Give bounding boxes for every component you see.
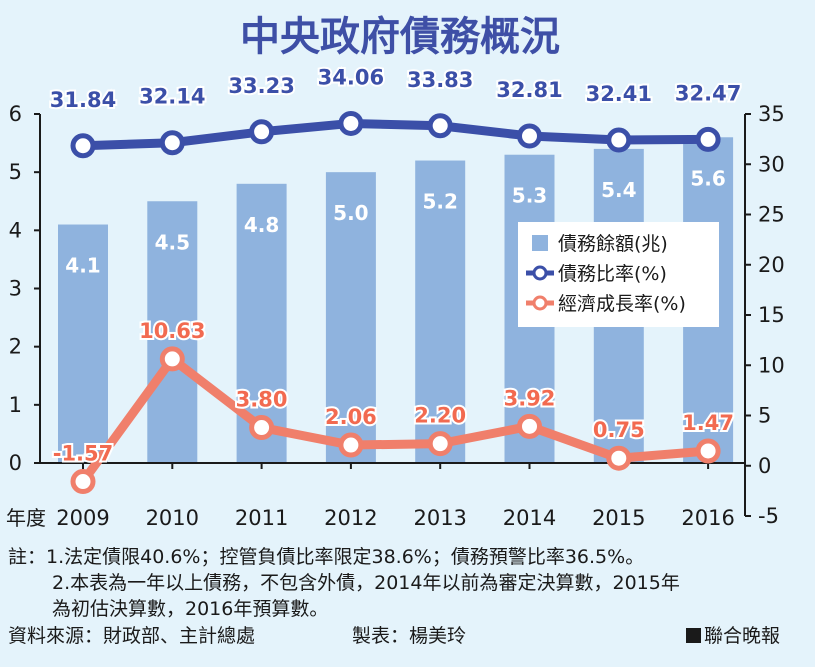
debt-ratio-label: 33.83	[407, 68, 473, 92]
left-tick-label: 2	[9, 335, 22, 359]
source-text: 資料來源：財政部、主計總處	[8, 625, 255, 647]
right-tick-label: 25	[758, 203, 785, 227]
legend-label: 債務比率(%)	[558, 263, 667, 285]
x-tick-label: 2009	[56, 506, 109, 530]
debt-balance-bar	[58, 224, 108, 463]
chart-title: 中央政府債務概況	[240, 14, 560, 60]
growth-label: 3.80	[236, 388, 288, 412]
x-tick-label: 2011	[235, 506, 288, 530]
debt-ratio-label: 32.41	[586, 82, 652, 106]
left-tick-label: 4	[9, 218, 22, 242]
debt-balance-label: 5.3	[512, 184, 547, 208]
debt-balance-label: 5.0	[333, 201, 368, 225]
x-axis-label: 年度	[6, 506, 46, 530]
note-line-1: 註：1.法定債限40.6%；控管負債比率限定38.6%；債務預警比率36.5%。	[8, 546, 644, 568]
x-tick-label: 2016	[681, 506, 734, 530]
debt-balance-bar	[325, 172, 376, 463]
debt-balance-label: 4.8	[244, 213, 279, 237]
right-tick-label: 15	[758, 303, 785, 327]
left-tick-label: 5	[9, 160, 22, 184]
legend: 債務餘額(兆) 債務比率(%) 經濟成長率(%)	[518, 222, 719, 327]
x-tick-label: 2015	[592, 506, 645, 530]
right-tick-label: -5	[758, 504, 779, 528]
left-tick-label: 0	[9, 451, 22, 475]
right-tick-label: 0	[758, 454, 771, 478]
growth-line	[79, 354, 709, 485]
x-tick-label: 2013	[413, 506, 466, 530]
growth-marker	[338, 432, 364, 458]
right-tick-label: 20	[758, 253, 785, 277]
publisher-mark	[686, 628, 701, 643]
growth-marker	[70, 469, 96, 495]
debt-ratio-line	[82, 118, 709, 151]
debt-ratio-label: 34.06	[318, 65, 384, 89]
note-line-2: 2.本表為一年以上債務，不包含外債，2014年以前為審定決算數，2015年	[52, 572, 680, 594]
left-tick-label: 1	[9, 393, 22, 417]
debt-balance-label: 5.6	[690, 166, 725, 190]
growth-label: 0.75	[593, 418, 645, 442]
right-tick-label: 35	[758, 102, 785, 126]
growth-series: -1.57 10.63 3.80 2.06 2.20 3.92 0.75 1.47	[51, 317, 736, 495]
growth-label: 3.92	[504, 386, 556, 410]
growth-marker	[606, 445, 632, 471]
debt-balance-bar	[415, 160, 466, 464]
growth-marker	[427, 431, 453, 457]
growth-marker	[249, 415, 275, 441]
debt-balance-label: 5.2	[422, 190, 457, 214]
growth-marker	[695, 438, 721, 464]
growth-label: 1.47	[682, 411, 734, 435]
maker-text: 製表：楊美玲	[352, 625, 466, 647]
x-tick-label: 2014	[503, 506, 556, 530]
debt-ratio-marker	[338, 110, 364, 136]
left-tick-label: 3	[9, 277, 22, 301]
x-tick-label: 2010	[146, 506, 199, 530]
debt-balance-label: 5.4	[601, 178, 636, 202]
debt-ratio-label: 32.14	[139, 85, 205, 109]
debt-balance-label: 4.1	[65, 254, 100, 278]
debt-ratio-label: 32.81	[496, 78, 562, 102]
debt-ratio-marker	[606, 127, 632, 153]
debt-ratio-marker	[427, 113, 453, 139]
debt-ratio-label: 33.23	[228, 74, 294, 98]
left-tick-label: 6	[9, 102, 22, 126]
growth-label: 10.63	[139, 319, 205, 343]
legend-swatch-marker	[532, 295, 548, 311]
notes: 註：1.法定債限40.6%；控管負債比率限定38.6%；債務預警比率36.5%。…	[8, 546, 780, 647]
right-tick-label: 10	[758, 353, 785, 377]
x-tick-label: 2012	[324, 506, 377, 530]
debt-balance-label: 4.5	[155, 230, 190, 254]
debt-ratio-label: 32.47	[675, 81, 741, 105]
axes-group: 0 1 2 3 4 5 6 -5 0 5 10 15 20 25 30 35 2009 2010 2011 2012 2…	[6, 102, 785, 530]
growth-label: 2.20	[414, 404, 466, 428]
debt-ratio-marker	[517, 123, 542, 149]
debt-balance-bar	[147, 201, 198, 463]
growth-marker	[159, 346, 185, 372]
legend-label: 經濟成長率(%)	[558, 293, 686, 315]
right-tick-label: 5	[758, 404, 771, 428]
note-line-3: 為初估決算數，2016年預算數。	[52, 598, 328, 620]
debt-ratio-series: 31.84 32.14 33.23 34.06 33.83 32.81 32.41 32.47	[48, 63, 743, 159]
debt-ratio-marker	[695, 126, 721, 152]
legend-swatch-bar	[532, 235, 548, 251]
debt-ratio-marker	[249, 119, 275, 145]
debt-ratio-marker	[70, 133, 96, 159]
growth-label: -1.57	[53, 442, 114, 466]
legend-label: 債務餘額(兆)	[558, 233, 668, 255]
debt-ratio-marker	[159, 130, 185, 156]
debt-ratio-label: 31.84	[50, 88, 116, 112]
growth-marker	[517, 413, 542, 439]
right-tick-label: 30	[758, 152, 785, 176]
legend-swatch-marker	[532, 265, 548, 281]
bars-group: 4.1 4.5 4.8 5.0 5.2 5.3 5.4 5.6	[58, 137, 734, 464]
growth-label: 2.06	[325, 405, 377, 429]
publisher-text: 聯合晚報	[704, 625, 780, 647]
